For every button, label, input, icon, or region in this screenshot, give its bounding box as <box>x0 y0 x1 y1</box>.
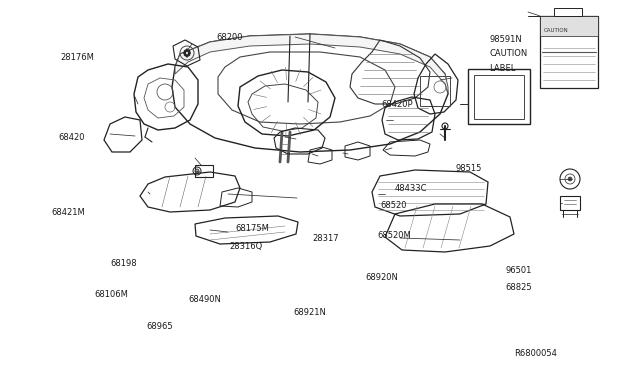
Text: 28316Q: 28316Q <box>229 242 262 251</box>
Circle shape <box>188 50 190 52</box>
Circle shape <box>184 54 186 56</box>
Circle shape <box>195 169 199 173</box>
Text: R6800054: R6800054 <box>514 349 557 358</box>
Text: 68520: 68520 <box>381 201 407 210</box>
Text: 68825: 68825 <box>506 283 532 292</box>
Circle shape <box>188 54 190 56</box>
Text: 68420P: 68420P <box>381 100 413 109</box>
Circle shape <box>184 50 186 52</box>
Text: 48433C: 48433C <box>395 184 428 193</box>
Text: 96501: 96501 <box>506 266 532 275</box>
Text: CAUTION: CAUTION <box>490 49 528 58</box>
Circle shape <box>184 52 186 54</box>
Text: 68965: 68965 <box>146 322 173 331</box>
Text: 68175M: 68175M <box>235 224 269 232</box>
Text: 68920N: 68920N <box>365 273 398 282</box>
Bar <box>420 76 450 106</box>
Polygon shape <box>175 34 448 94</box>
Text: LABEL: LABEL <box>490 64 516 73</box>
Circle shape <box>186 49 188 51</box>
Text: 68921N: 68921N <box>293 308 326 317</box>
Text: 68421M: 68421M <box>51 208 85 217</box>
Text: 28176M: 28176M <box>61 53 95 62</box>
Bar <box>560 196 580 210</box>
Text: 68420: 68420 <box>59 133 85 142</box>
Text: 98591N: 98591N <box>490 35 522 44</box>
Text: 98515: 98515 <box>456 164 482 173</box>
Text: 68200: 68200 <box>216 33 243 42</box>
Bar <box>474 75 524 119</box>
Text: 28317: 28317 <box>312 234 339 243</box>
Circle shape <box>188 52 191 54</box>
Circle shape <box>186 55 188 57</box>
Text: CAUTION: CAUTION <box>544 28 569 33</box>
Bar <box>195 165 213 177</box>
Bar <box>540 16 598 88</box>
Text: 68106M: 68106M <box>95 290 129 299</box>
Text: 68490N: 68490N <box>189 295 221 304</box>
Bar <box>554 8 582 16</box>
Text: 68198: 68198 <box>110 259 137 267</box>
Bar <box>468 69 530 124</box>
Circle shape <box>568 177 572 181</box>
Bar <box>540 16 598 36</box>
Text: 68520M: 68520M <box>378 231 412 240</box>
